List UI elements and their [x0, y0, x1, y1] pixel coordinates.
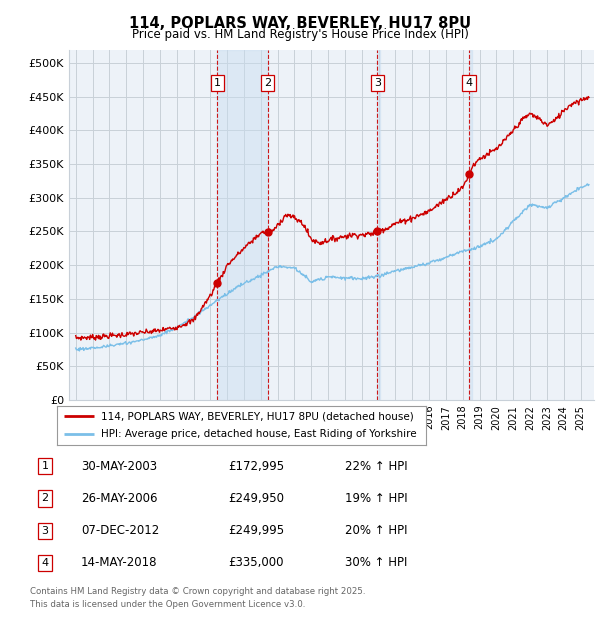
Text: 3: 3 — [374, 78, 381, 88]
Text: 07-DEC-2012: 07-DEC-2012 — [81, 525, 159, 537]
Text: 22% ↑ HPI: 22% ↑ HPI — [345, 460, 407, 472]
Bar — [217, 50, 268, 400]
Text: 4: 4 — [466, 78, 473, 88]
Text: 26-MAY-2006: 26-MAY-2006 — [81, 492, 157, 505]
Bar — [377, 50, 380, 400]
Text: 114, POPLARS WAY, BEVERLEY, HU17 8PU (detached house): 114, POPLARS WAY, BEVERLEY, HU17 8PU (de… — [101, 412, 414, 422]
Text: 20% ↑ HPI: 20% ↑ HPI — [345, 525, 407, 537]
Text: 19% ↑ HPI: 19% ↑ HPI — [345, 492, 407, 505]
Text: 30-MAY-2003: 30-MAY-2003 — [81, 460, 157, 472]
Text: £172,995: £172,995 — [228, 460, 284, 472]
Text: 1: 1 — [41, 461, 49, 471]
Bar — [469, 50, 472, 400]
Text: 2: 2 — [264, 78, 271, 88]
Text: 3: 3 — [41, 526, 49, 536]
Text: Price paid vs. HM Land Registry's House Price Index (HPI): Price paid vs. HM Land Registry's House … — [131, 28, 469, 41]
Text: 4: 4 — [41, 558, 49, 568]
Text: £249,950: £249,950 — [228, 492, 284, 505]
Text: £249,995: £249,995 — [228, 525, 284, 537]
Text: 30% ↑ HPI: 30% ↑ HPI — [345, 557, 407, 569]
Text: 1: 1 — [214, 78, 221, 88]
Text: Contains HM Land Registry data © Crown copyright and database right 2025.: Contains HM Land Registry data © Crown c… — [30, 587, 365, 596]
Text: 2: 2 — [41, 494, 49, 503]
Text: 14-MAY-2018: 14-MAY-2018 — [81, 557, 157, 569]
Text: HPI: Average price, detached house, East Riding of Yorkshire: HPI: Average price, detached house, East… — [101, 429, 417, 439]
Text: £335,000: £335,000 — [228, 557, 284, 569]
Text: 114, POPLARS WAY, BEVERLEY, HU17 8PU: 114, POPLARS WAY, BEVERLEY, HU17 8PU — [129, 16, 471, 30]
Text: This data is licensed under the Open Government Licence v3.0.: This data is licensed under the Open Gov… — [30, 600, 305, 609]
